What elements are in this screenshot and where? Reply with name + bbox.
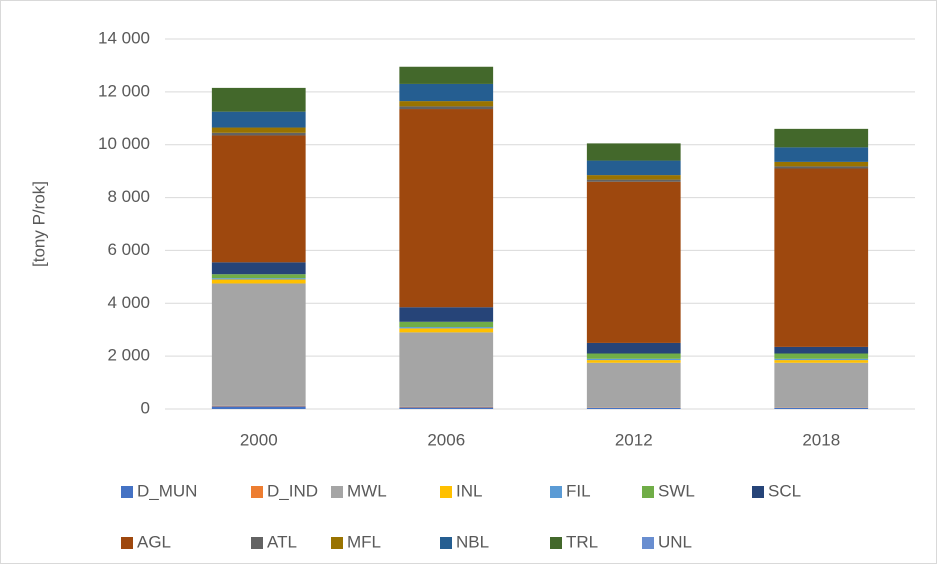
legend-swatch (642, 486, 654, 498)
y-tick-label: 12 000 (98, 81, 150, 100)
bar-segment (587, 408, 681, 409)
legend-swatch (251, 486, 263, 498)
bar-segment (587, 143, 681, 160)
bar-segment (399, 332, 493, 407)
x-tick-label: 2012 (615, 430, 653, 449)
legend-label: NBL (456, 532, 489, 551)
bar-segment (587, 359, 681, 360)
legend-swatch (331, 537, 343, 549)
legend-label: INL (456, 481, 482, 500)
bar-segment (399, 67, 493, 84)
legend-label: SCL (768, 481, 801, 500)
bar-segment (774, 147, 868, 162)
bar-segment (399, 84, 493, 101)
legend-swatch (550, 537, 562, 549)
bar-segment (774, 169, 868, 347)
bar-segment (399, 407, 493, 409)
legend-label: MWL (347, 481, 387, 500)
y-tick-label: 0 (141, 398, 150, 417)
y-tick-label: 8 000 (107, 187, 150, 206)
bar-segment (399, 407, 493, 408)
legend-label: AGL (137, 532, 171, 551)
bar-segment (587, 180, 681, 182)
legend-label: ATL (267, 532, 297, 551)
bar-segment (212, 262, 306, 274)
bar-segment (774, 129, 868, 148)
legend-label: D_MUN (137, 481, 197, 500)
bar-segment (774, 408, 868, 409)
legend-label: TRL (566, 532, 598, 551)
legend-label: D_IND (267, 481, 318, 500)
legend-swatch (752, 486, 764, 498)
bar-segment (587, 182, 681, 343)
legend-label: SWL (658, 481, 695, 500)
bar-segment (399, 327, 493, 328)
legend-swatch (331, 486, 343, 498)
legend-swatch (440, 486, 452, 498)
legend-label: UNL (658, 532, 692, 551)
legend-label: MFL (347, 532, 381, 551)
bar-segment (587, 354, 681, 359)
bar-segment (212, 406, 306, 409)
bar-segment (399, 109, 493, 307)
legend-swatch (642, 537, 654, 549)
bar-segment (399, 328, 493, 332)
legend-swatch (121, 486, 133, 498)
x-tick-label: 2018 (802, 430, 840, 449)
bar-segment (212, 112, 306, 128)
y-tick-label: 2 000 (107, 346, 150, 365)
x-tick-label: 2006 (427, 430, 465, 449)
bar-segment (587, 343, 681, 354)
legend-swatch (440, 537, 452, 549)
bar-segment (774, 162, 868, 166)
bar-segment (399, 106, 493, 109)
bar-segment (212, 283, 306, 405)
bar-segment (774, 359, 868, 360)
y-tick-label: 10 000 (98, 134, 150, 153)
bar-segment (399, 307, 493, 322)
bar-segment (212, 278, 306, 279)
y-tick-label: 6 000 (107, 240, 150, 259)
bar-segment (212, 133, 306, 136)
bar-segment (587, 363, 681, 408)
y-axis-label: [tony P/rok] (29, 181, 48, 267)
x-tick-label: 2000 (240, 430, 278, 449)
bar-segment (774, 363, 868, 408)
y-tick-label: 14 000 (98, 28, 150, 47)
bar-segment (212, 128, 306, 133)
legend-swatch (550, 486, 562, 498)
bar-segment (587, 360, 681, 363)
legend-swatch (251, 537, 263, 549)
bar-segment (774, 166, 868, 168)
bar-segment (212, 406, 306, 407)
bar-segment (774, 354, 868, 359)
bar-segment (774, 347, 868, 354)
bar-segment (399, 101, 493, 106)
y-tick-label: 4 000 (107, 293, 150, 312)
bar-segment (212, 88, 306, 112)
bar-segment (587, 175, 681, 179)
bar-segment (587, 161, 681, 176)
bar-segment (212, 135, 306, 262)
bar-segment (212, 274, 306, 278)
bar-segment (399, 322, 493, 327)
legend-label: FIL (566, 481, 591, 500)
bar-segment (212, 280, 306, 284)
bar-segment (774, 360, 868, 363)
legend-swatch (121, 537, 133, 549)
